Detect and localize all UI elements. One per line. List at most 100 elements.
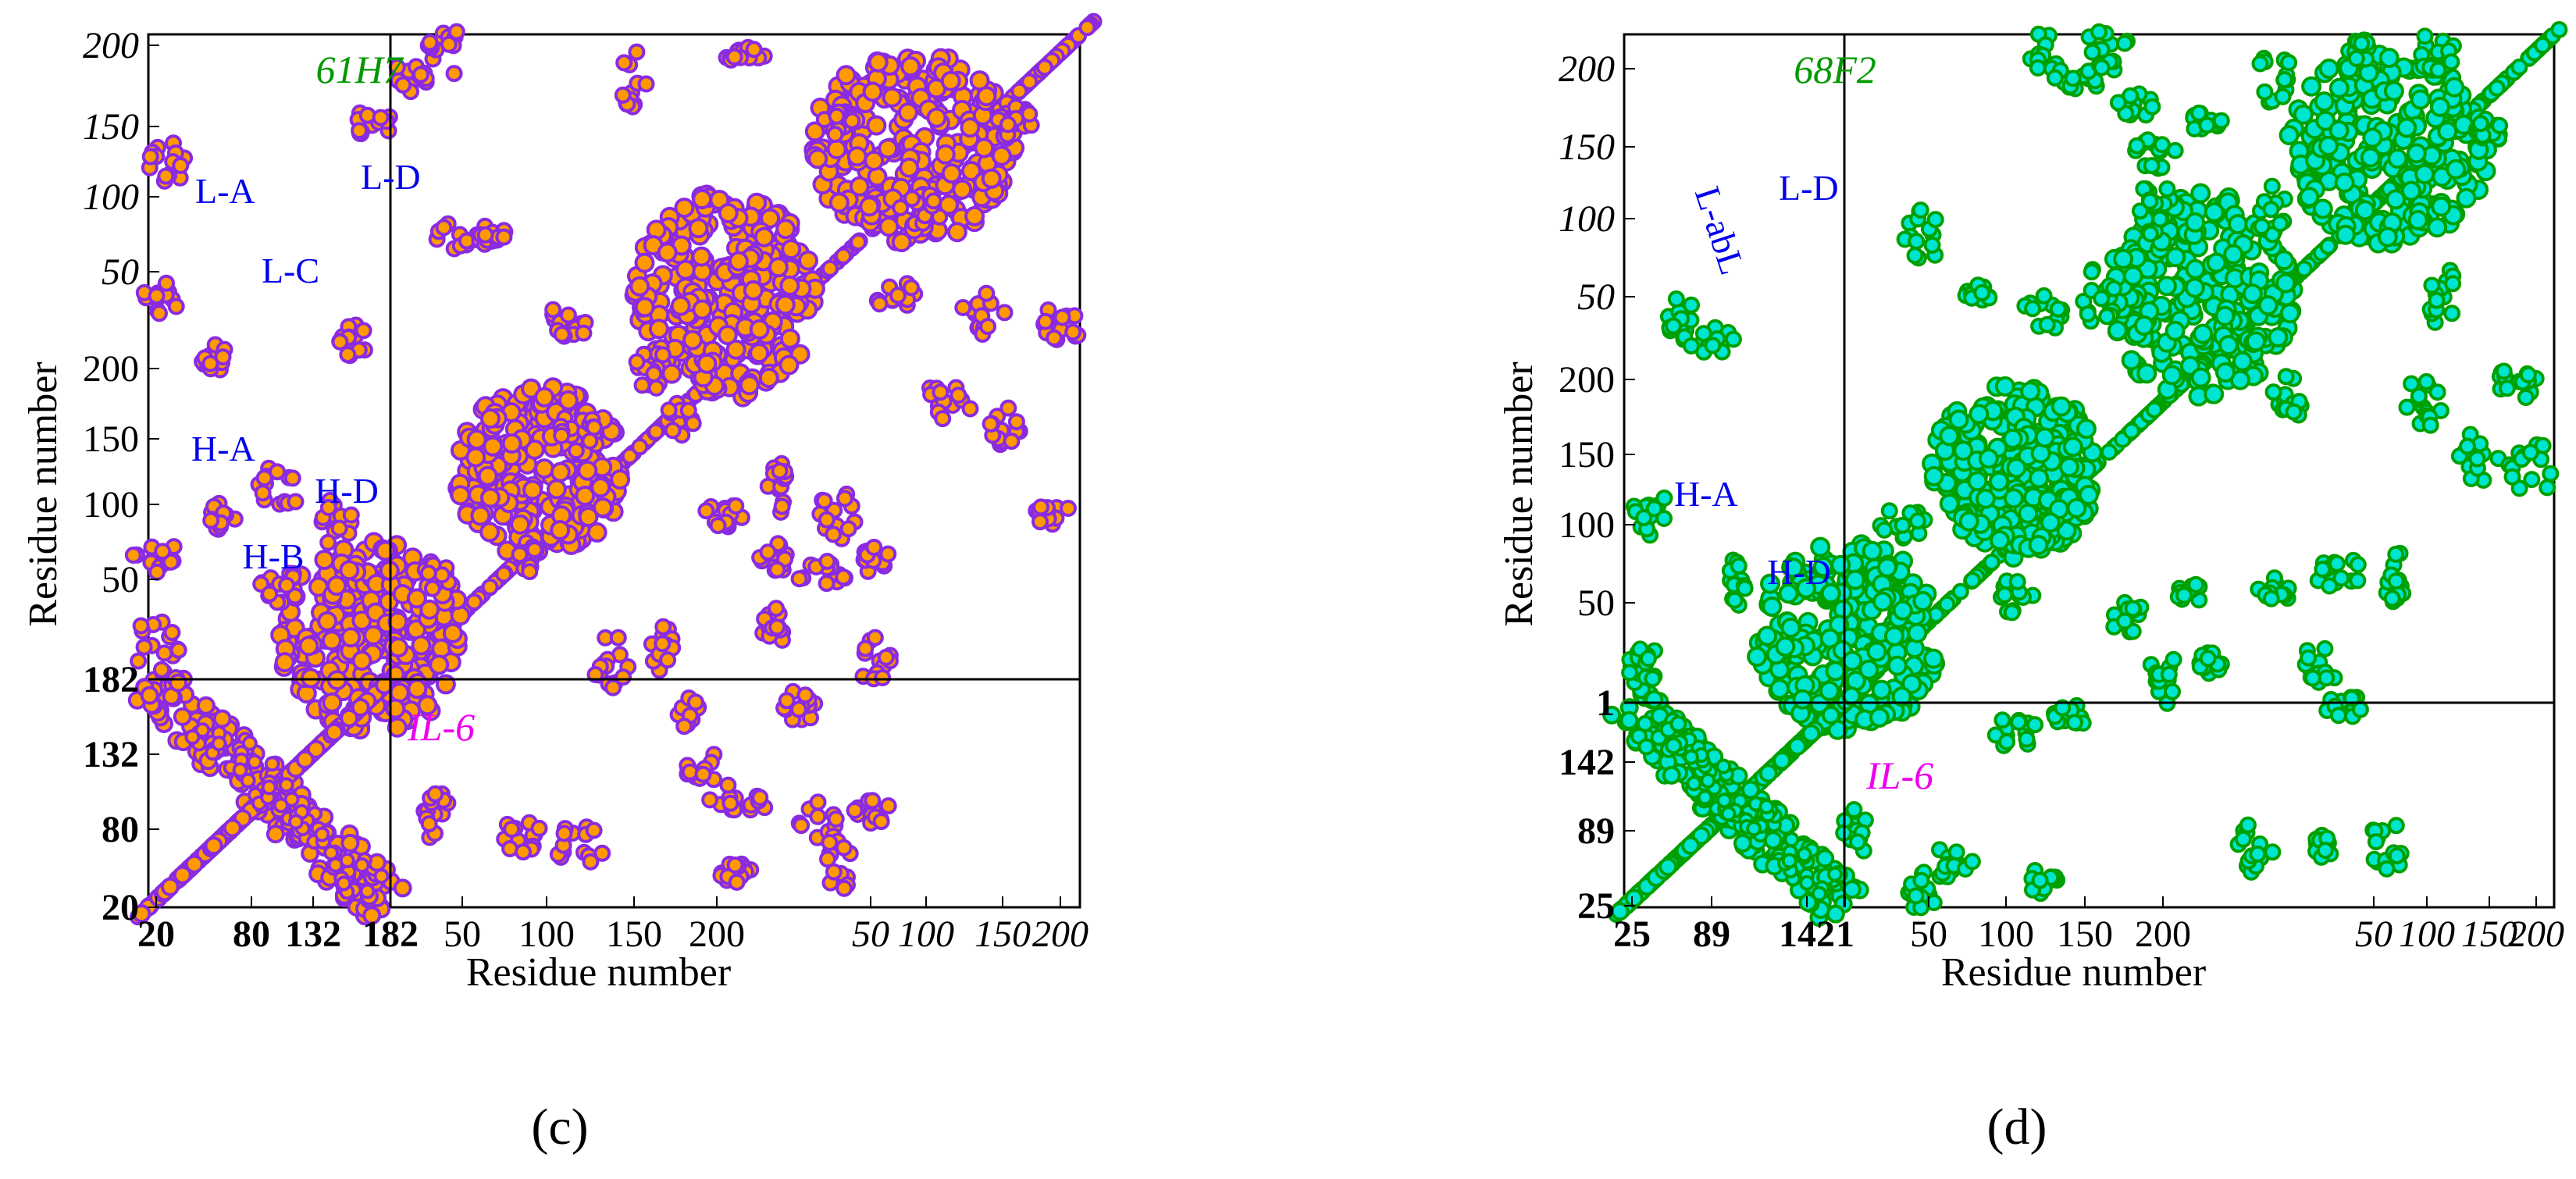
y-tick-label: 80: [102, 809, 139, 850]
contact-point: [495, 565, 513, 583]
contact-point: [2446, 159, 2467, 180]
contact-point: [578, 507, 599, 527]
contact-point: [1635, 509, 1653, 527]
contact-point: [247, 753, 263, 770]
contact-point: [2008, 573, 2026, 590]
contact-point: [694, 765, 712, 783]
contact-point: [899, 157, 920, 178]
contact-point: [878, 216, 900, 237]
contact-point: [1801, 724, 1821, 743]
contact-point: [818, 575, 836, 593]
contact-point: [796, 686, 814, 704]
contact-point: [1773, 751, 1792, 771]
contact-point: [846, 802, 864, 819]
contact-point: [1883, 625, 1904, 646]
contact-point: [2214, 305, 2236, 326]
contact-point: [351, 698, 370, 717]
contact-point: [387, 717, 408, 738]
contact-point: [2062, 436, 2083, 458]
contact-point: [1862, 540, 1883, 561]
contact-point: [1683, 337, 1700, 354]
contact-point: [1871, 679, 1892, 700]
contact-point: [2293, 104, 2314, 125]
contact-point: [2034, 427, 2055, 448]
contact-point: [240, 772, 256, 789]
contact-point: [2353, 34, 2371, 52]
contact-point: [2354, 200, 2375, 221]
contact-point: [1758, 799, 1775, 815]
contact-point: [754, 226, 775, 248]
domain-annotation: H-D: [315, 471, 379, 511]
contact-point: [645, 365, 663, 383]
contact-point: [1906, 247, 1924, 265]
contact-point: [555, 825, 573, 842]
contact-point: [2161, 365, 2182, 386]
contact-point: [2066, 497, 2087, 518]
contact-point: [1894, 516, 1912, 534]
contact-point: [775, 219, 796, 240]
contact-point: [2145, 401, 2163, 419]
contact-point: [836, 879, 853, 897]
contact-point: [891, 232, 912, 253]
contact-point: [1704, 337, 1722, 354]
contact-point: [2362, 127, 2383, 148]
contact-point: [964, 205, 985, 226]
contact-point: [511, 546, 529, 564]
contact-point: [2109, 94, 2127, 112]
contact-point: [1951, 582, 1969, 600]
contact-point: [954, 299, 972, 316]
contact-point: [828, 192, 850, 213]
contact-point: [184, 854, 204, 874]
contact-point: [628, 353, 646, 371]
contact-point: [654, 346, 672, 364]
contact-point: [2253, 218, 2271, 235]
contact-point: [359, 883, 376, 899]
contact-point: [647, 422, 664, 440]
contact-point: [558, 390, 579, 411]
contact-point: [1716, 758, 1732, 775]
contact-point: [2158, 180, 2176, 198]
contact-point: [550, 461, 571, 483]
contact-point: [745, 41, 763, 59]
contact-point: [2136, 363, 2157, 384]
contact-point: [420, 815, 438, 833]
contact-point: [1733, 833, 1752, 853]
contact-point: [2190, 367, 2211, 388]
contact-point: [387, 611, 408, 632]
contact-point: [2050, 396, 2072, 417]
contact-point: [2510, 58, 2528, 76]
contact-point: [1815, 849, 1835, 868]
contact-point: [670, 295, 691, 316]
contact-point: [194, 722, 211, 739]
contact-point: [2153, 136, 2171, 154]
contact-point: [2378, 48, 2400, 69]
contact-point: [553, 326, 571, 344]
contact-point: [2396, 117, 2417, 138]
contact-point: [581, 432, 599, 450]
contact-point: [2437, 121, 2458, 142]
contact-point: [1887, 655, 1908, 676]
contact-point: [675, 718, 693, 736]
contact-point: [1769, 679, 1790, 700]
contact-point: [435, 219, 453, 237]
contact-point: [2024, 300, 2042, 318]
contact-point: [647, 379, 665, 397]
contact-point: [2204, 201, 2225, 223]
contact-point: [1948, 409, 1969, 430]
contact-point: [2079, 305, 2097, 323]
y-tick-label: 100: [83, 484, 139, 525]
contact-point: [1907, 622, 1928, 643]
contact-point: [2143, 98, 2161, 116]
contact-point: [295, 750, 315, 769]
contact-point: [781, 239, 802, 260]
contact-point: [287, 493, 305, 511]
contact-point: [2228, 214, 2248, 235]
contact-point: [999, 116, 1017, 134]
contact-point: [325, 722, 344, 742]
contact-point: [1978, 448, 1999, 469]
contact-point: [657, 242, 678, 263]
contact-point: [2279, 303, 2300, 324]
contact-point: [465, 447, 486, 468]
contact-point: [2328, 120, 2350, 141]
contact-point: [550, 520, 571, 540]
